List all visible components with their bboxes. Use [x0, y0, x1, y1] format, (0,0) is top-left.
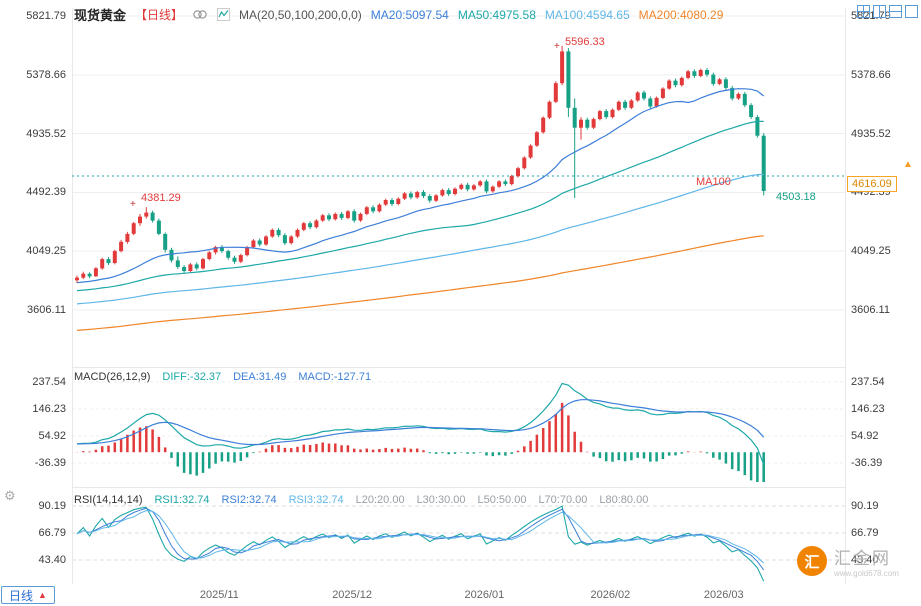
watermark-name: 汇金网 — [834, 549, 891, 568]
period-label[interactable]: 【日线】 — [135, 8, 184, 22]
indicator-settings-icon[interactable]: ⚙ — [4, 488, 16, 503]
rsi3-value: RSI3:32.74 — [288, 494, 344, 506]
date-label: 2025/12 — [332, 589, 372, 601]
axis-label: 5821.79 — [26, 10, 66, 22]
ma200-value: MA200:4080.29 — [638, 7, 724, 22]
axis-label: 54.92 — [851, 430, 879, 442]
axis-label: 5378.66 — [26, 68, 66, 81]
rsi-settings-label[interactable]: RSI(14,14,14) — [74, 494, 143, 506]
ma20-value: MA20:5097.54 — [370, 7, 449, 22]
macd-macd-value: MACD:-127.71 — [298, 371, 372, 383]
ma-indicator-icon[interactable] — [217, 8, 231, 21]
macd-header: MACD(26,12,9) DIFF:-32.37 DEA:31.49 MACD… — [74, 371, 371, 383]
watermark-site: www.gold678.com — [834, 569, 899, 578]
peak-marker-icon: + — [554, 41, 560, 52]
axis-label: 4935.52 — [26, 127, 66, 140]
rsi-l50-value: L50:50.00 — [477, 494, 527, 506]
time-axis-bar: 日线 ▲ 2025/11 2025/12 2026/01 2026/02 2026/03 — [0, 584, 921, 606]
axis-label: 237.54 — [851, 376, 885, 388]
last-price-annotation: 4503.18 — [776, 191, 816, 203]
axis-label: 3606.11 — [851, 304, 890, 316]
axis-label: 43.40 — [38, 554, 66, 566]
axis-label: 237.54 — [32, 376, 66, 388]
date-label: 2026/01 — [464, 589, 505, 601]
date-label: 2025/11 — [199, 589, 239, 601]
axis-label: 4049.25 — [851, 245, 891, 258]
huijin-logo: 汇 — [797, 546, 827, 576]
period-arrow-icon: ▲ — [38, 590, 47, 600]
axis-label: 4935.52 — [851, 127, 891, 140]
axis-label: 146.23 — [32, 403, 66, 415]
axis-label: 3606.11 — [27, 304, 66, 316]
period-tab-label: 日线 — [9, 588, 34, 603]
watermark: 汇 汇金网 www.gold678.com — [797, 544, 899, 578]
axis-label: 90.19 — [851, 500, 879, 512]
axis-label: -36.39 — [34, 457, 66, 469]
axis-label: 146.23 — [851, 403, 885, 415]
link-icon[interactable] — [192, 9, 208, 20]
ma-settings-label[interactable]: MA(20,50,100,200,0,0) — [239, 7, 362, 22]
macd-diff-value: DIFF:-32.37 — [162, 371, 222, 383]
ma100-value: MA100:4594.65 — [544, 7, 630, 22]
axis-label: 66.79 — [38, 527, 66, 539]
price-up-arrow-icon: ▲ — [903, 159, 913, 170]
macd-dea-value: DEA:31.49 — [233, 371, 287, 383]
axis-label: -36.39 — [851, 457, 883, 469]
vertical-split-icon[interactable] — [873, 5, 886, 18]
axis-label: 43.40 — [851, 554, 879, 566]
date-label: 2026/03 — [703, 589, 744, 601]
early-high-annotation: 4381.29 — [141, 192, 181, 204]
rsi1-value: RSI1:32.74 — [154, 494, 210, 506]
early-high-marker-icon: + — [130, 199, 136, 210]
reference-price-badge: 4616.09 — [847, 176, 897, 192]
date-label: 2026/02 — [590, 589, 631, 601]
rsi-l20-value: L20:20.00 — [355, 494, 405, 506]
axis-label: 54.92 — [38, 430, 66, 442]
axis-label: 90.19 — [38, 500, 66, 512]
rsi-l80-value: L80:80.00 — [599, 494, 649, 506]
chart-layout-toolbar — [857, 5, 918, 18]
symbol-name: 现货黄金 — [74, 8, 127, 23]
axis-label: 66.79 — [851, 527, 879, 539]
rsi-l70-value: L70:70.00 — [538, 494, 588, 506]
chart-header: 现货黄金 【日线】 MA(20,50,100,200,0,0) MA20:509… — [74, 5, 723, 24]
peak-price-annotation: 5596.33 — [565, 36, 605, 48]
axis-label: 4049.25 — [26, 245, 66, 258]
grid-layout-icon[interactable] — [857, 5, 870, 18]
single-view-icon[interactable] — [905, 5, 918, 18]
horizontal-split-icon[interactable] — [889, 5, 902, 18]
axis-label: 4492.39 — [26, 186, 66, 199]
period-tab[interactable]: 日线 ▲ — [1, 586, 55, 604]
rsi2-value: RSI2:32.74 — [221, 494, 277, 506]
macd-settings-label[interactable]: MACD(26,12,9) — [74, 371, 151, 383]
ma100-line-tag: MA100 — [696, 176, 731, 188]
ma50-value: MA50:4975.58 — [457, 7, 536, 22]
rsi-l30-value: L30:30.00 — [416, 494, 466, 506]
axis-label: 5378.66 — [851, 68, 891, 81]
rsi-header: RSI(14,14,14) RSI1:32.74 RSI2:32.74 RSI3… — [74, 494, 648, 506]
